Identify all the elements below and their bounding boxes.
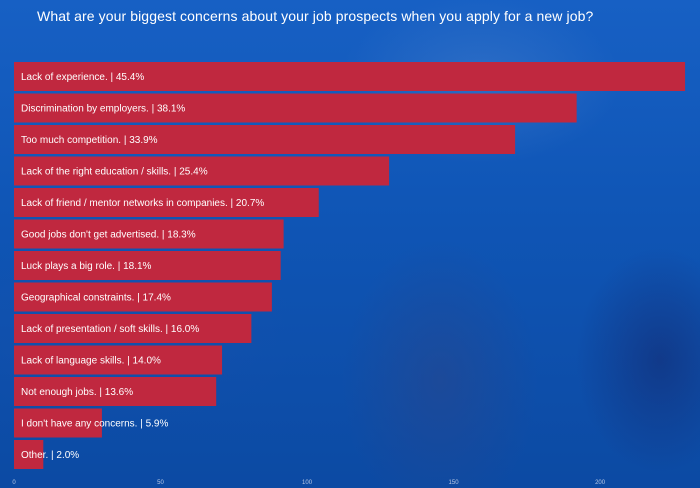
bar xyxy=(14,62,686,91)
bar xyxy=(14,93,577,123)
bar-label: Not enough jobs. | 13.6% xyxy=(21,387,133,398)
bar xyxy=(14,314,252,343)
chart-title: What are your biggest concerns about you… xyxy=(37,8,594,24)
bar-label: Geographical constraints. | 17.4% xyxy=(21,293,171,304)
bar xyxy=(14,188,319,217)
bar-label: I don't have any concerns. | 5.9% xyxy=(21,419,168,430)
bar-label: Other. | 2.0% xyxy=(21,450,79,461)
bar-label: Lack of language skills. | 14.0% xyxy=(21,356,161,367)
bar-label: Too much competition. | 33.9% xyxy=(21,135,158,146)
bar-label: Lack of friend / mentor networks in comp… xyxy=(21,198,264,209)
bar xyxy=(14,440,44,469)
bar-label: Good jobs don't get advertised. | 18.3% xyxy=(21,230,196,241)
bar xyxy=(14,408,102,438)
bar xyxy=(14,125,516,154)
bar xyxy=(14,219,284,249)
bar xyxy=(14,282,272,312)
bar xyxy=(14,156,390,186)
bar xyxy=(14,377,217,406)
bar xyxy=(14,251,281,280)
bar-label: Luck plays a big role. | 18.1% xyxy=(21,261,152,272)
x-tick-label: 150 xyxy=(449,480,460,486)
bar-label: Discrimination by employers. | 38.1% xyxy=(21,104,185,115)
bar-label: Lack of the right education / skills. | … xyxy=(21,167,208,178)
x-tick-label: 0 xyxy=(12,480,16,486)
x-tick-label: 200 xyxy=(595,480,606,486)
x-tick-label: 50 xyxy=(157,480,164,486)
bar xyxy=(14,345,223,375)
bar-label: Lack of presentation / soft skills. | 16… xyxy=(21,324,199,335)
bar-label: Lack of experience. | 45.4% xyxy=(21,72,144,83)
x-tick-label: 100 xyxy=(302,480,313,486)
